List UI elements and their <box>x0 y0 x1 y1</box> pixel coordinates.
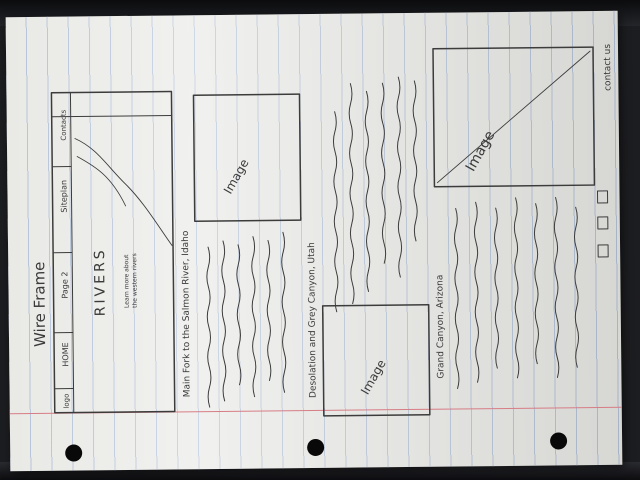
nav-item-page-2[interactable]: Page 2 <box>60 272 69 299</box>
notebook-page: Wire Frame logo HOME Page 2 Siteplan Con… <box>5 10 623 472</box>
nav-item-home[interactable]: HOME <box>61 342 70 366</box>
image-placeholder-grand-canyon <box>432 46 596 188</box>
section-heading-grey-canyon: Desolation and Grey Canyon, Utah <box>307 242 319 398</box>
text-lines-grey-canyon <box>332 76 418 313</box>
sheet-title: Wire Frame <box>30 262 49 347</box>
image-label-grey-canyon: Image <box>358 357 389 397</box>
nav-logo[interactable]: logo <box>63 394 71 409</box>
section-grey-canyon: Desolation and Grey Canyon, Utah Image <box>307 76 431 417</box>
image-placeholder-salmon-river <box>192 93 302 222</box>
wireframe-sketch: Wire Frame logo HOME Page 2 Siteplan Con… <box>30 44 613 417</box>
hero-title: RIVERS <box>92 247 109 316</box>
hero-subtitle-line-2: the western rivers <box>131 253 139 308</box>
text-lines-grand-canyon <box>453 196 580 390</box>
contact-us-link[interactable]: contact us <box>603 44 613 91</box>
section-heading-salmon-river: Main Fork to the Salmon River, Idaho <box>181 230 193 397</box>
social-icon-2[interactable] <box>597 216 609 230</box>
image-label-salmon-river: Image <box>221 157 252 197</box>
section-grand-canyon: Grand Canyon, Arizona Image <box>432 46 596 390</box>
social-icon-3[interactable] <box>597 244 609 258</box>
section-salmon-river: Main Fork to the Salmon River, Idaho Ima… <box>181 93 302 408</box>
text-lines-salmon-river <box>206 231 287 408</box>
section-heading-grand-canyon: Grand Canyon, Arizona <box>435 275 446 379</box>
contact-area: contact us <box>596 44 613 258</box>
hero-subtitle-line-1: Learn more about <box>123 254 131 308</box>
nav-item-siteplan[interactable]: Siteplan <box>59 180 68 213</box>
social-icon-1[interactable] <box>596 190 609 204</box>
nav-item-contacts[interactable]: Contacts <box>60 109 68 140</box>
site-header-wireframe: logo HOME Page 2 Siteplan Contacts RIVER… <box>50 90 176 414</box>
image-label-grand-canyon: Image <box>463 128 498 174</box>
image-placeholder-grey-canyon <box>321 304 431 417</box>
